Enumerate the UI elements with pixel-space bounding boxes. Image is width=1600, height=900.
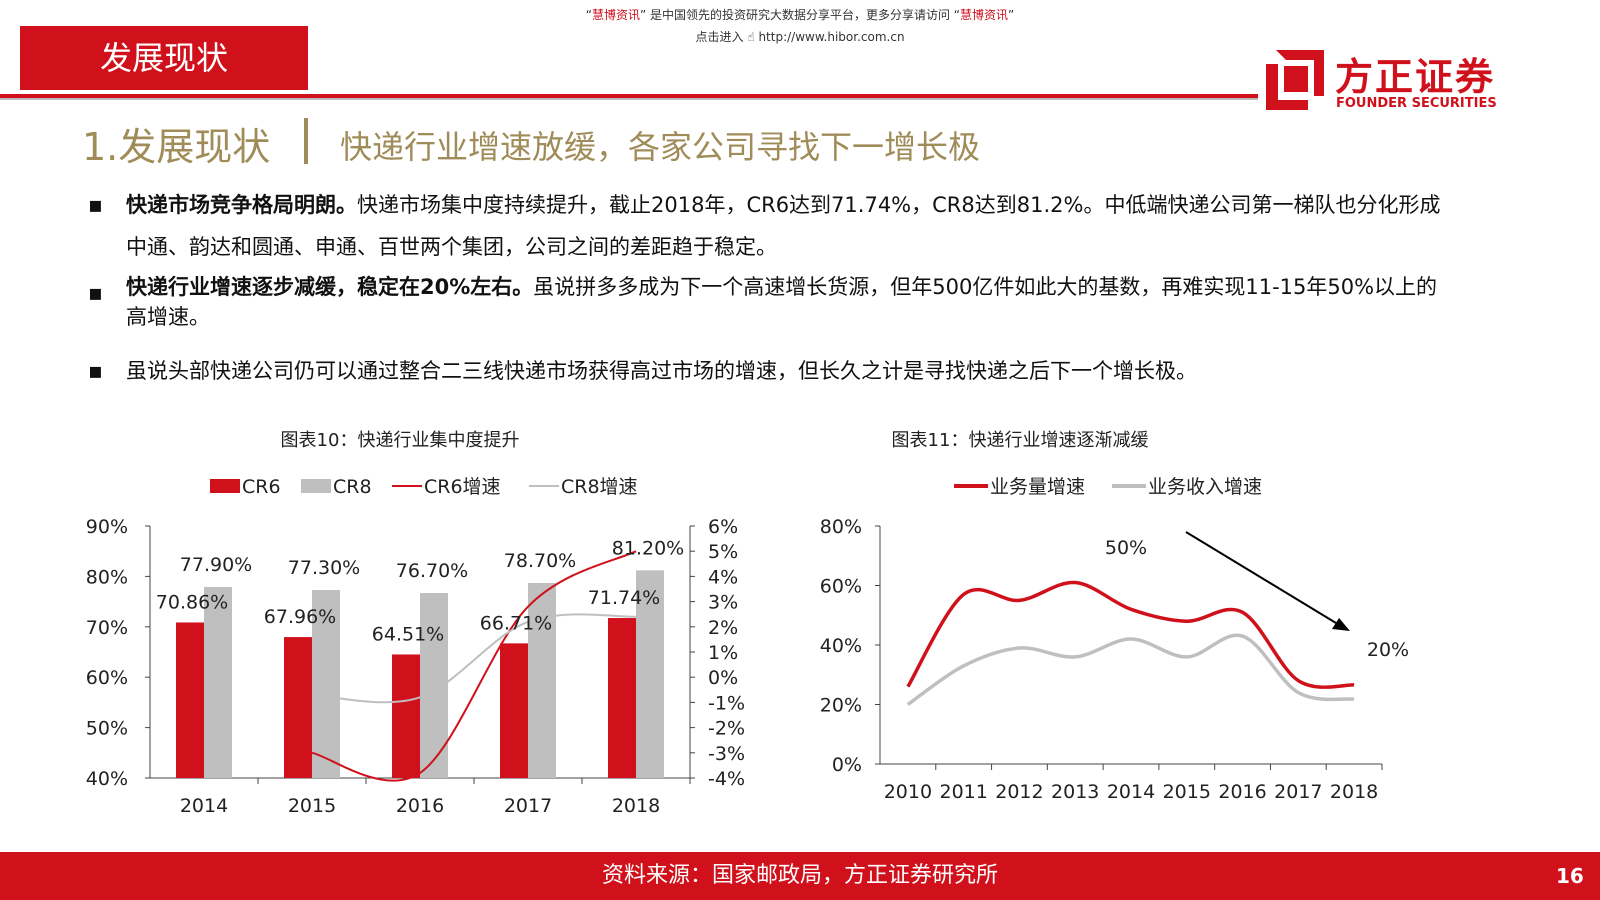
y2-tick-label: 6% (708, 516, 738, 538)
logo-en-text: FOUNDER SECURITIES (1336, 96, 1497, 111)
y-tick-label: 50% (86, 718, 128, 740)
x-tick-label: 2018 (612, 795, 660, 817)
y2-tick-label: 4% (708, 566, 738, 588)
legend-label-CR6增速: CR6增速 (424, 476, 501, 498)
y-tick-label: 70% (86, 617, 128, 639)
legend-swatch-CR8 (301, 479, 331, 493)
x-tick-label: 2018 (1330, 781, 1378, 803)
x-tick-label: 2014 (1107, 781, 1155, 803)
y2-tick-label: 1% (708, 642, 738, 664)
bar-CR6-2014 (176, 622, 204, 778)
x-tick-label: 2013 (1051, 781, 1099, 803)
x-tick-label: 2016 (396, 795, 444, 817)
bullet-text-1: 快递市场竞争格局明朗。快递市场集中度持续提升，截止2018年，CR6达到71.7… (126, 193, 1441, 259)
y-tick-label: 90% (86, 516, 128, 538)
y2-tick-label: -3% (708, 743, 745, 765)
bullet-marker-3: ▪ (88, 359, 103, 384)
top-note-line2: 点击进入 ☝ http://www.hibor.com.cn (695, 30, 905, 44)
bar-CR8-2018 (636, 570, 664, 778)
founder-logo-icon (1266, 50, 1324, 110)
bar-CR8-2015 (312, 590, 340, 778)
bar-CR6-2018 (608, 618, 636, 778)
logo-cn-text: 方正证券 (1335, 55, 1496, 99)
y2-tick-label: -1% (708, 692, 745, 714)
x-tick-label: 2012 (995, 781, 1043, 803)
x-tick-label: 2014 (180, 795, 228, 817)
y-tick-label: 40% (86, 768, 128, 790)
data-label-CR8-2018: 81.20% (612, 537, 684, 559)
x-tick-label: 2011 (939, 781, 987, 803)
top-note-line1: “慧博资讯” 是中国领先的投资研究大数据分享平台，更多分享请访问 “慧博资讯” (585, 8, 1015, 22)
line-业务收入增速 (906, 633, 1355, 706)
x-tick-label: 2015 (1163, 781, 1211, 803)
line-CR8增速 (311, 613, 637, 704)
header-divider (0, 94, 1258, 98)
legend-swatch-CR6 (210, 479, 240, 493)
y2-tick-label: 2% (708, 617, 738, 639)
bullet-marker-1: ▪ (88, 193, 103, 218)
legend-label-CR6: CR6 (242, 476, 281, 498)
legend-label-业务收入增速: 业务收入增速 (1148, 476, 1262, 498)
y-tick-label: 60% (86, 667, 128, 689)
data-label-CR8-2015: 77.30% (288, 557, 360, 579)
legend-label-业务量增速: 业务量增速 (990, 476, 1085, 498)
annotation-50pct: 50% (1105, 537, 1147, 559)
trend-arrow-head (1332, 618, 1350, 631)
data-label-CR8-2016: 76.70% (396, 560, 468, 582)
bar-CR6-2016 (392, 654, 420, 778)
y2-tick-label: 5% (708, 541, 738, 563)
chart-concentration: 图表10：快递行业集中度提升 CR6 CR8 CR6增速 CR8增速 40% 50% 60% 7… (86, 430, 745, 817)
bar-CR8-2014 (204, 586, 232, 778)
data-label-CR6-2015: 67.96% (264, 606, 336, 628)
section-tab: 发展现状 (20, 26, 308, 90)
header-divider-shadow (0, 98, 1258, 100)
chart11-title: 图表11：快递行业增速逐渐减缓 (892, 430, 1149, 451)
line-业务量增速 (906, 580, 1355, 689)
chart10-title: 图表10：快递行业集中度提升 (281, 430, 520, 451)
y2-tick-label: -4% (708, 768, 745, 790)
data-label-CR6-2016: 64.51% (372, 623, 444, 645)
y2-tick-label: -2% (708, 718, 745, 740)
cursor-icon: ☝ (747, 30, 755, 44)
x-tick-label: 2015 (288, 795, 336, 817)
legend-label-CR8增速: CR8增速 (561, 476, 638, 498)
bar-CR6-2015 (284, 637, 312, 778)
x-tick-label: 2010 (884, 781, 932, 803)
bullet-marker-2: ▪ (88, 281, 103, 306)
data-label-CR6-2014: 70.86% (156, 591, 228, 613)
y-tick-label: 20% (820, 695, 862, 717)
bullet-text-2: 快递行业增速逐步减缓，稳定在20%左右。虽说拼多多成为下一个高速增长货源，但年5… (126, 275, 1438, 329)
bullet-text-3: 虽说头部快递公司仍可以通过整合二三线快递市场获得高过市场的增速，但长久之计是寻找… (126, 359, 1197, 383)
title-separator (304, 118, 308, 164)
y2-tick-label: 0% (708, 667, 738, 689)
y-tick-label: 60% (820, 576, 862, 598)
data-label-CR6-2018: 71.74% (588, 587, 660, 609)
legend-label-CR8: CR8 (333, 476, 372, 498)
y-tick-label: 40% (820, 635, 862, 657)
data-label-CR8-2017: 78.70% (504, 550, 576, 572)
footer-bar (0, 852, 1600, 900)
y-tick-label: 0% (832, 754, 862, 776)
page-title: 快递行业增速放缓，各家公司寻找下一增长极 (340, 128, 981, 166)
y2-tick-label: 3% (708, 592, 738, 614)
page-number: 16 (1556, 864, 1584, 888)
x-tick-label: 2017 (504, 795, 552, 817)
data-label-CR6-2017: 66.71% (480, 612, 552, 634)
data-label-CR8-2014: 77.90% (180, 554, 252, 576)
x-tick-label: 2016 (1218, 781, 1266, 803)
x-tick-label: 2017 (1274, 781, 1322, 803)
footer-source: 资料来源：国家邮政局，方正证券研究所 (601, 863, 998, 888)
page-title-number: 1.发展现状 (82, 125, 271, 169)
brand-link-2[interactable]: 慧博资讯 (960, 8, 1009, 22)
hibor-url-link[interactable]: http://www.hibor.com.cn (758, 30, 905, 44)
y-tick-label: 80% (820, 516, 862, 538)
line-CR6增速 (311, 550, 637, 782)
brand-link[interactable]: 慧博资讯 (591, 8, 640, 22)
annotation-20pct: 20% (1367, 639, 1409, 661)
bar-CR6-2017 (500, 643, 528, 778)
y-tick-label: 80% (86, 566, 128, 588)
trend-arrow (1185, 531, 1337, 624)
